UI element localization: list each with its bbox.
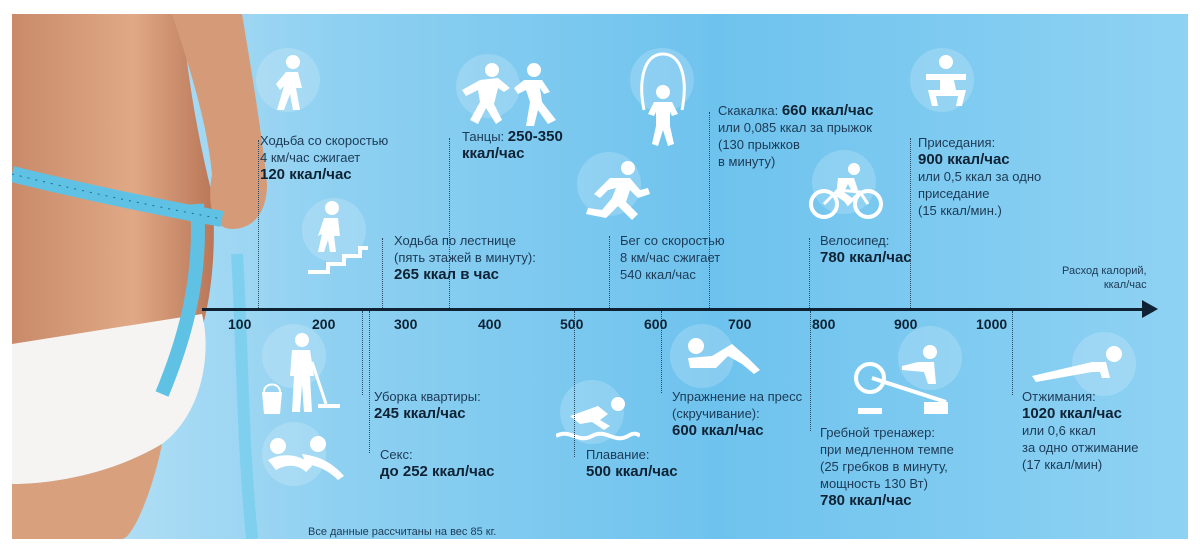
connector-dance [449,138,451,308]
crunches-person-icon [688,338,760,374]
connector-bike [809,238,811,308]
calorie-axis-line [202,308,1148,311]
connector-stairs [382,238,384,308]
axis-tick: 800 [812,316,836,332]
connector-pushups [1012,311,1014,395]
dance-label: Танцы: 250-350 ккал/час [462,128,563,162]
axis-arrow-icon [1142,300,1158,318]
axis-tick: 300 [394,316,418,332]
axis-tick: 600 [644,316,668,332]
footnote: Все данные рассчитаны на вес 85 кг. [308,526,497,538]
squat-person-icon [926,55,966,106]
axis-tick: 700 [728,316,752,332]
stairs-person-icon [308,201,368,274]
connector-running [609,236,611,308]
axis-tick: 100 [228,316,252,332]
connector-rope [709,112,711,308]
icon-circle [262,422,326,486]
squats-label: Приседания: 900 ккал/час или 0,5 ккал за… [918,135,1042,218]
axis-title: Расход калорий, ккал/час [1062,265,1147,291]
jump-rope-icon [640,52,686,146]
axis-tick: 1000 [976,316,1008,332]
dancing-couple-icon [462,63,556,126]
couple-icon [268,436,344,480]
connector-cleaning [362,311,364,395]
press-label: Упражнение на пресс (скручивание): 600 к… [672,389,803,439]
connector-swimming [574,311,576,457]
connector-walking [258,140,260,308]
rope-label: Скакалка: 660 ккал/час или 0,085 ккал за… [718,102,874,169]
axis-tick: 400 [478,316,502,332]
walking-person-icon [276,55,302,110]
walking-label: Ходьба со скоростью 4 км/час сжигает 120… [260,133,389,183]
swimming-label: Плавание: 500 ккал/час [586,447,678,480]
cleaning-label: Уборка квартиры: 245 ккал/час [374,389,481,422]
axis-tick: 200 [312,316,336,332]
axis-tick: 500 [560,316,584,332]
running-label: Бег со скоростью 8 км/час сжигает 540 кк… [620,233,725,282]
stairs-label: Ходьба по лестнице (пять этажей в минуту… [394,233,536,283]
running-person-icon [586,161,650,220]
sex-label: Секс: до 252 ккал/час [380,447,495,480]
body-silhouette-image [12,14,267,539]
cleaning-person-icon [262,333,340,414]
connector-rowing [810,311,812,431]
connector-press [661,311,663,393]
bike-label: Велосипед: 780 ккал/час [820,233,912,266]
axis-tick: 900 [894,316,918,332]
swimming-person-icon [556,397,640,441]
bicycle-icon [809,163,883,219]
connector-sex [369,311,371,453]
rowing-label: Гребной тренажер: при медленном темпе (2… [820,425,954,509]
pushups-label: Отжимания: 1020 ккал/час или 0,6 ккал за… [1022,389,1139,472]
rowing-machine-icon [854,345,948,414]
infographic: Расход калорий, ккал/час 100 200 300 400… [12,14,1188,539]
pushups-person-icon [1032,346,1122,382]
connector-squats [910,138,912,308]
